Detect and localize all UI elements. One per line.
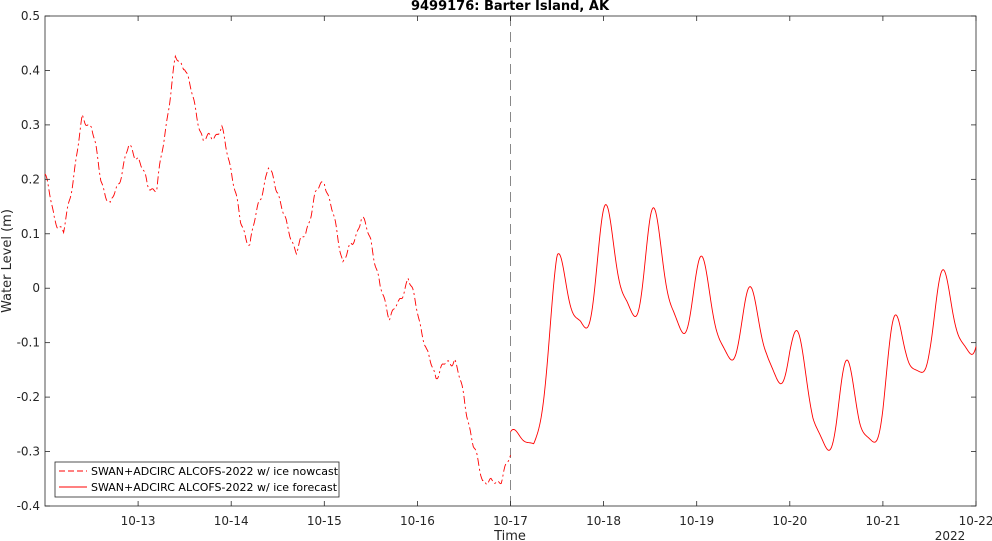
legend: SWAN+ADCIRC ALCOFS-2022 w/ ice nowcast S… [54,461,340,498]
legend-box [54,461,340,498]
legend-label-forecast: SWAN+ADCIRC ALCOFS-2022 w/ ice forecast [91,481,338,494]
series-line-nowcast [44,54,511,485]
x-axis: 10-13 10-14 10-15 10-16 10-17 10-18 10-19 10-20… [121,16,992,528]
x-tick-label: 10-13 [121,514,156,528]
x-tick-label: 10-20 [772,514,807,528]
x-tick-label: 10-22 [959,514,992,528]
y-tick-label: -0.1 [17,336,40,350]
x-tick-label: 10-17 [493,514,528,528]
y-tick-label: 0.1 [21,227,40,241]
y-axis-label: Water Level (m) [0,209,15,313]
chart-title: 9499176: Barter Island, AK [411,0,610,14]
y-tick-label: 0.5 [21,9,40,23]
y-tick-label: 0 [32,281,40,295]
y-axis: -0.4 -0.3 -0.2 -0.1 0 0.1 0.2 0.3 0.4 0.5 [17,9,976,513]
series-line-forecast [510,203,977,451]
x-tick-label: 10-16 [400,514,435,528]
x-axis-label: Time [493,529,526,541]
y-tick-label: 0.2 [21,172,40,186]
x-tick-label: 10-15 [307,514,342,528]
x-tick-label: 10-14 [214,514,249,528]
y-tick-label: -0.2 [17,390,40,404]
x-tick-label: 10-18 [586,514,621,528]
x-year-label: 2022 [935,529,966,541]
y-tick-label: -0.3 [17,445,40,459]
y-tick-label: 0.3 [21,118,40,132]
plot-area [44,15,977,507]
x-tick-label: 10-21 [865,514,900,528]
y-tick-label: -0.4 [17,499,40,513]
legend-label-nowcast: SWAN+ADCIRC ALCOFS-2022 w/ ice nowcast [91,465,339,478]
y-tick-label: 0.4 [21,63,40,77]
x-tick-label: 10-19 [679,514,714,528]
